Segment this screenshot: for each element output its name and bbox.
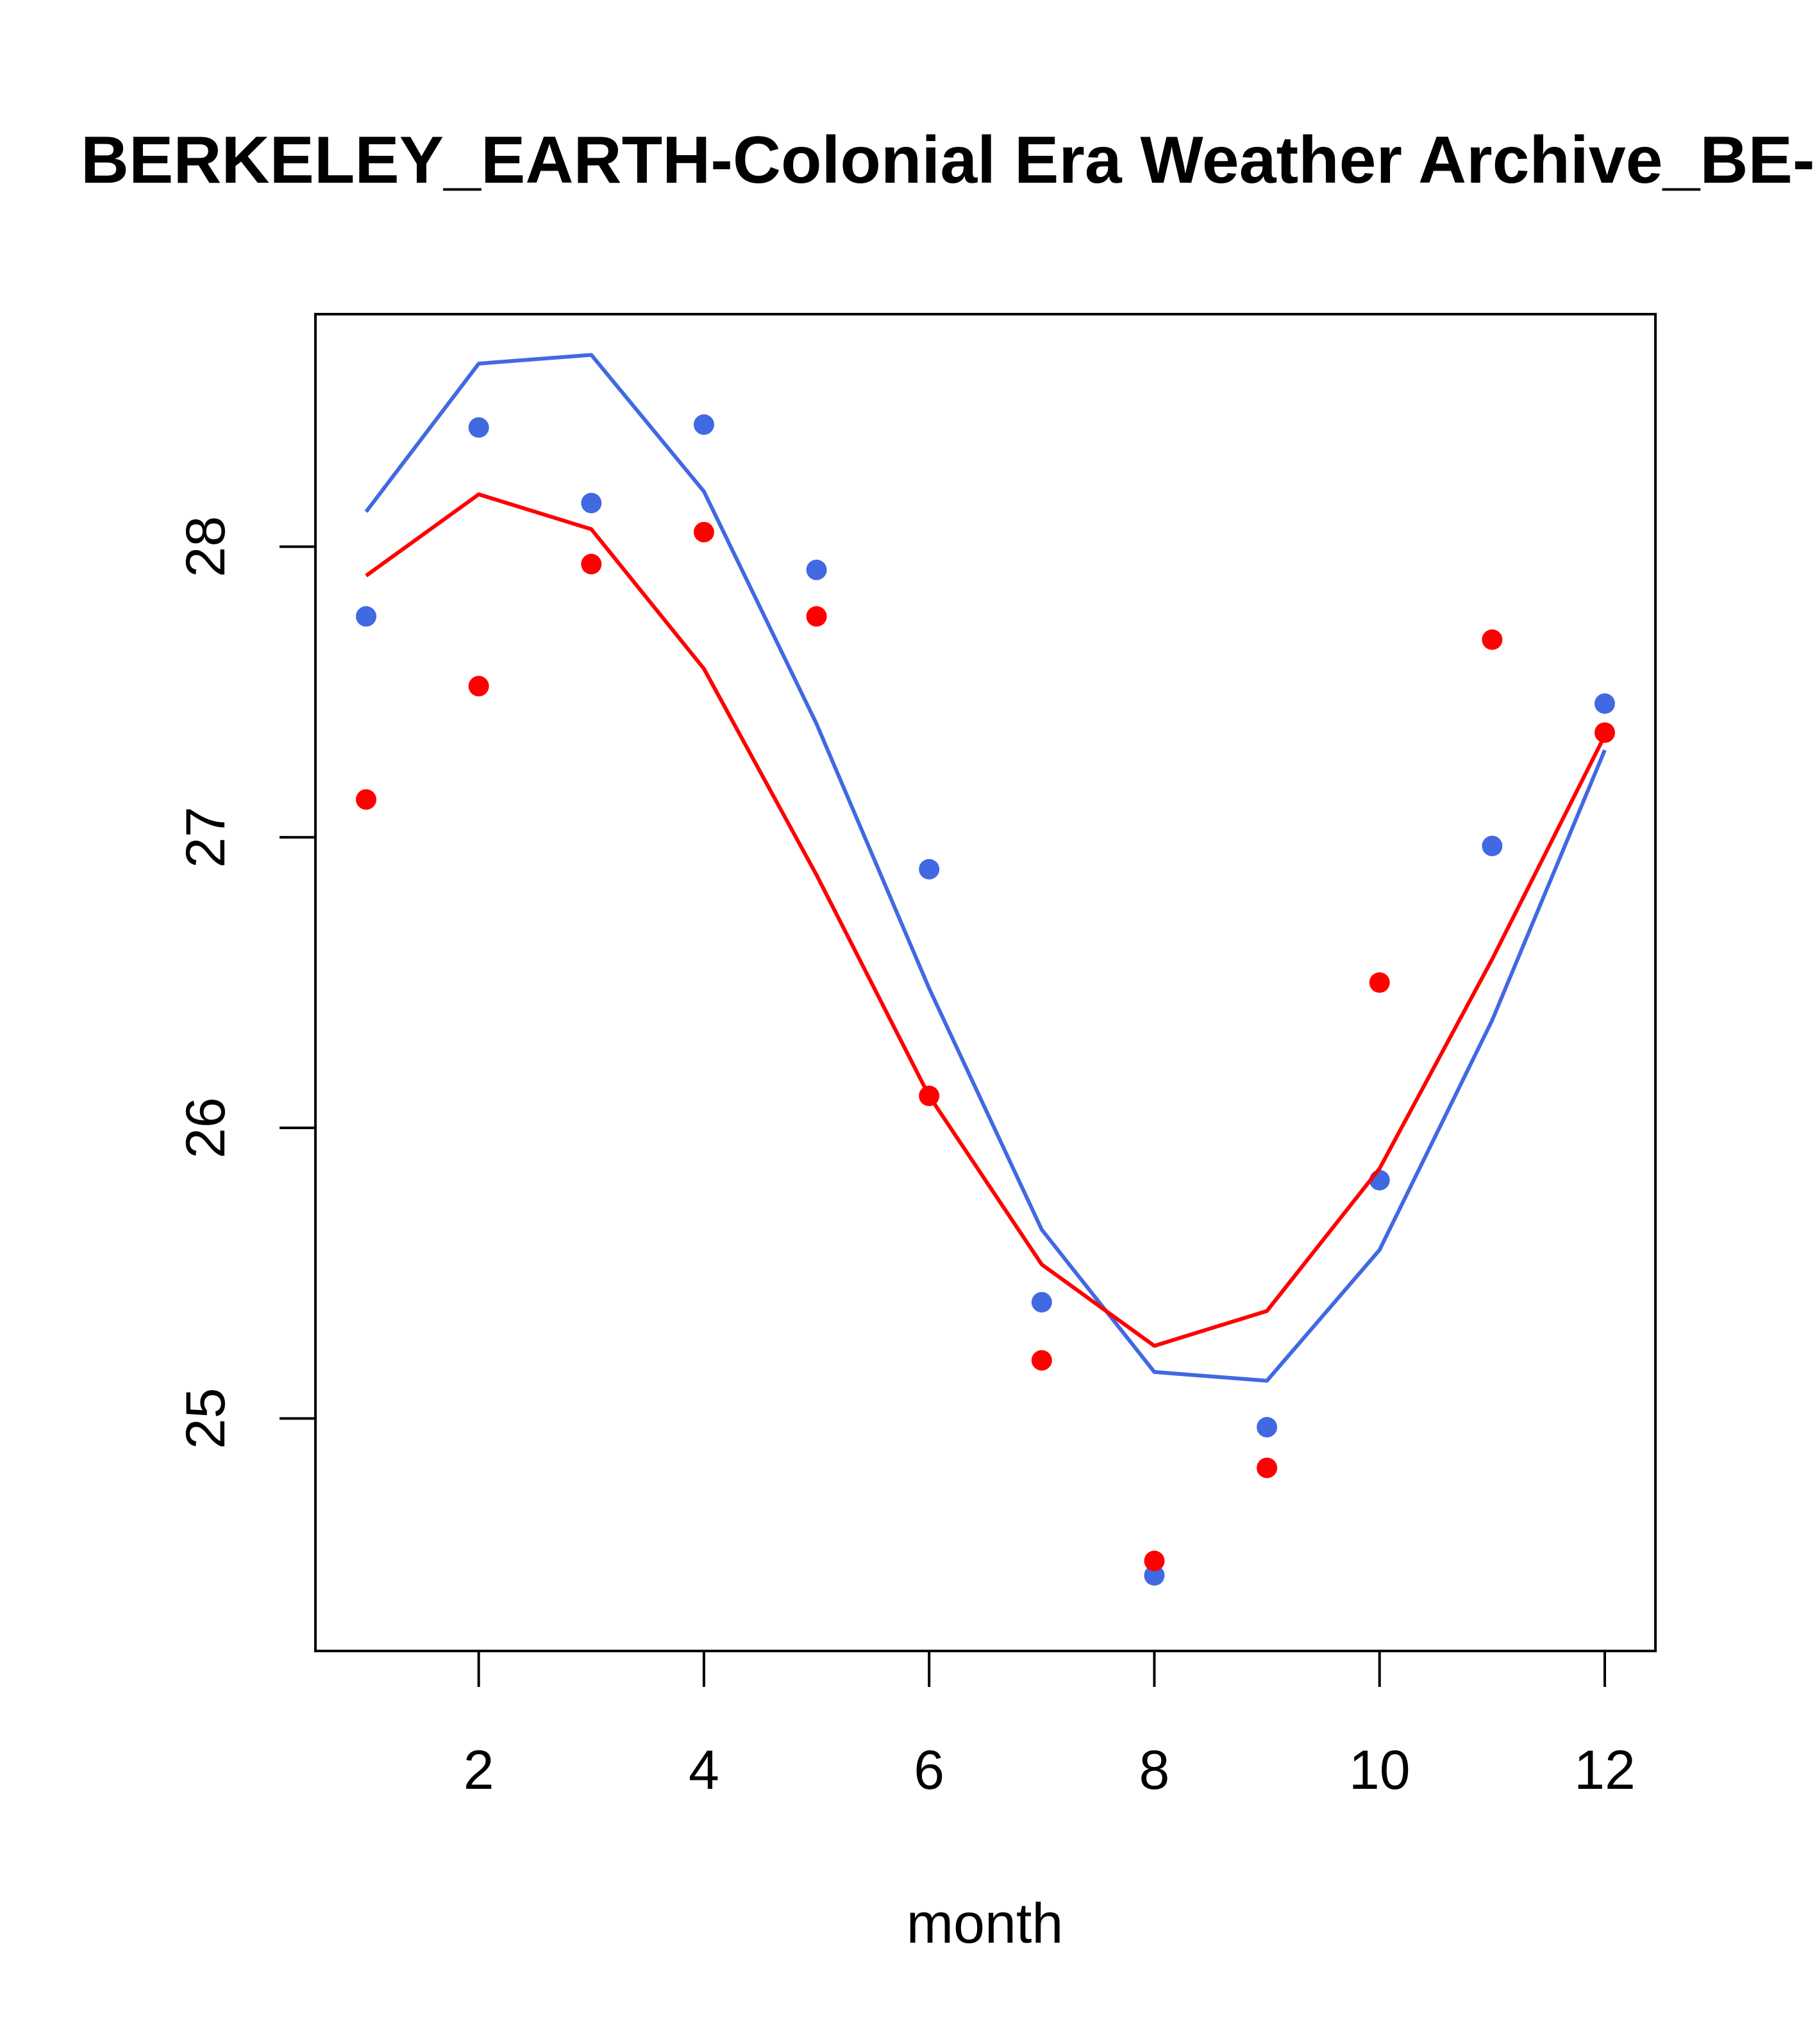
y-tick-label: 26 <box>175 1097 237 1159</box>
y-tick-label: 25 <box>175 1388 237 1450</box>
series-1 <box>356 353 1615 1586</box>
plot-frame <box>314 313 1657 1652</box>
series-line <box>364 353 1607 1383</box>
data-point <box>919 1085 940 1107</box>
data-point <box>1594 693 1615 714</box>
x-tick-label: 12 <box>1574 1739 1636 1801</box>
y-tick-label: 27 <box>175 807 237 868</box>
data-point <box>693 521 714 542</box>
data-point <box>1257 1416 1278 1437</box>
y-axis: 25 26 27 28 <box>175 516 315 1449</box>
data-point <box>581 492 602 514</box>
data-point <box>1031 1350 1052 1371</box>
data-point <box>1144 1550 1165 1571</box>
data-point <box>356 789 377 810</box>
series-2 <box>356 492 1615 1571</box>
data-point <box>693 414 714 435</box>
data-point <box>1482 835 1503 857</box>
series-line <box>365 492 1607 1348</box>
data-point <box>1031 1292 1052 1313</box>
data-point <box>468 417 489 438</box>
x-axis-label: month <box>907 1891 1064 1955</box>
x-tick-label: 4 <box>689 1739 719 1801</box>
data-point <box>1594 722 1615 743</box>
data-point <box>1369 972 1390 993</box>
data-point <box>1257 1457 1278 1479</box>
data-point <box>919 859 940 880</box>
data-point <box>806 606 827 627</box>
series-layer <box>356 353 1615 1586</box>
data-point <box>1482 629 1503 650</box>
data-point <box>356 606 377 627</box>
x-tick-label: 8 <box>1139 1739 1170 1801</box>
data-point <box>468 676 489 697</box>
x-axis: 2 4 6 8 10 12 <box>464 1651 1636 1801</box>
chart-title: BERKELEY_EARTH-Colonial Era Weather Arch… <box>81 123 1817 197</box>
data-point <box>581 553 602 574</box>
x-tick-label: 10 <box>1349 1739 1411 1801</box>
x-tick-label: 2 <box>464 1739 494 1801</box>
y-tick-label: 28 <box>175 516 237 578</box>
x-tick-label: 6 <box>914 1739 944 1801</box>
data-point <box>1144 1565 1165 1586</box>
data-point <box>806 559 827 580</box>
